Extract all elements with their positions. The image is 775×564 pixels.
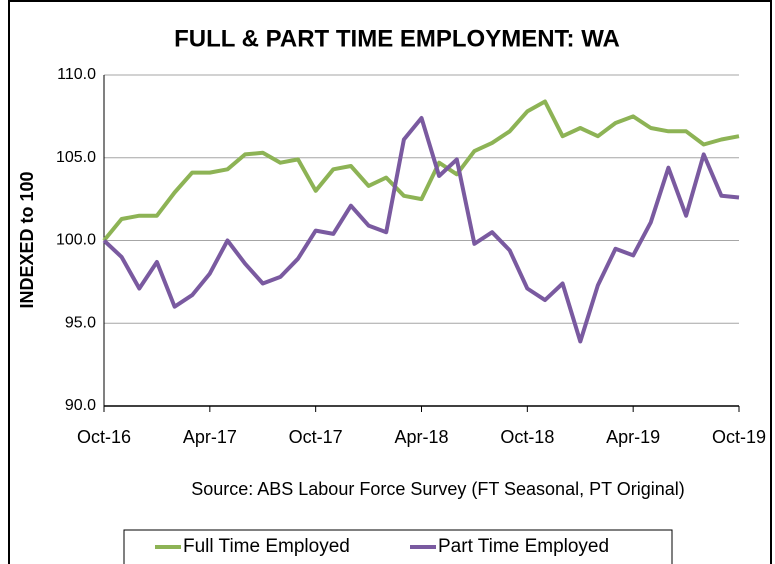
y-axis-title: INDEXED to 100 <box>17 171 37 308</box>
frame <box>8 0 772 564</box>
x-tick-label: Apr-18 <box>394 427 448 447</box>
legend-label: Part Time Employed <box>438 536 609 557</box>
x-tick-label: Oct-19 <box>712 427 766 447</box>
x-tick-label: Oct-17 <box>289 427 343 447</box>
series-line <box>102 116 740 344</box>
x-tick-label: Apr-19 <box>606 427 660 447</box>
series-line <box>102 99 740 242</box>
y-tick-label: 95.0 <box>65 314 96 331</box>
chart-title: FULL & PART TIME EMPLOYMENT: WA <box>174 25 620 52</box>
source-note: Source: ABS Labour Force Survey (FT Seas… <box>191 479 685 499</box>
x-tick-label: Apr-17 <box>183 427 237 447</box>
y-tick-label: 100.0 <box>56 232 96 249</box>
x-tick-label: Oct-18 <box>500 427 554 447</box>
legend-label: Full Time Employed <box>183 536 350 557</box>
y-tick-label: 105.0 <box>56 149 96 166</box>
y-tick-label: 110.0 <box>57 66 96 83</box>
y-tick-label: 90.0 <box>65 397 96 414</box>
legend-box <box>123 529 673 564</box>
x-tick-label: Oct-16 <box>77 427 131 447</box>
